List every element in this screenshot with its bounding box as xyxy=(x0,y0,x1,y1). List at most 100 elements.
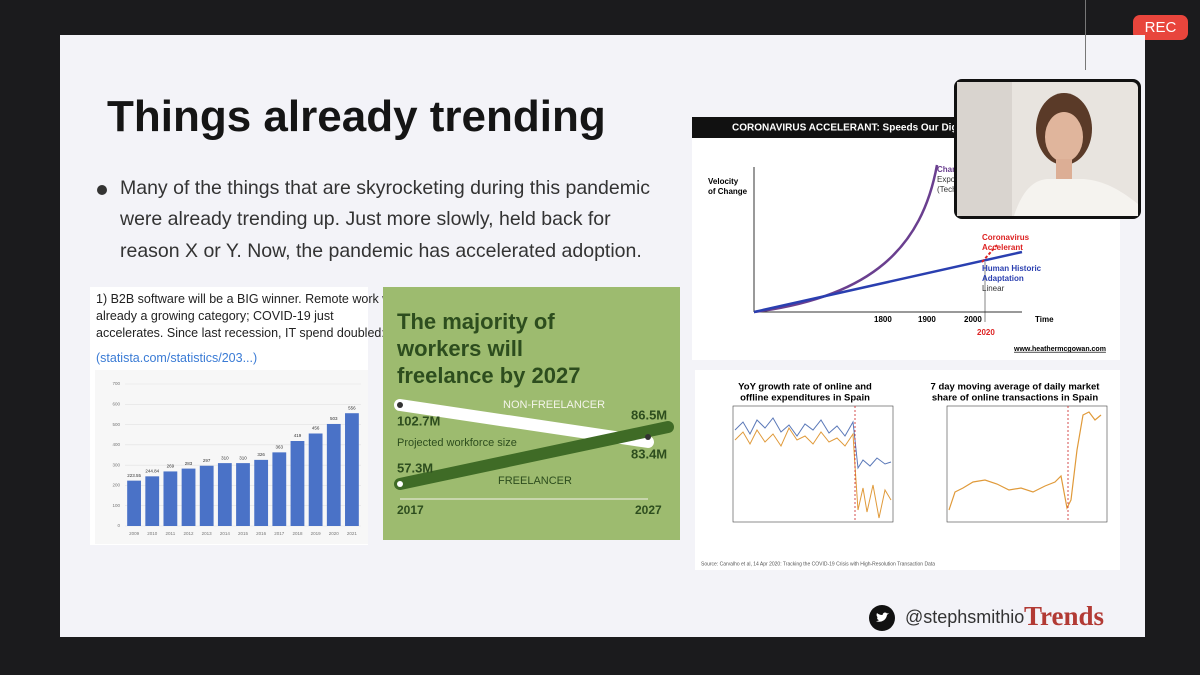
corona-label: Coronavirus xyxy=(982,233,1030,242)
series-label: NON-FREELANCER xyxy=(503,399,605,411)
panel-title: share of online transactions in Spain xyxy=(932,393,1098,404)
y-tick-label: 700 xyxy=(112,381,120,386)
human-label: Human Historic xyxy=(982,264,1042,273)
b2b-text: accelerates. Since last recession, IT sp… xyxy=(96,326,385,340)
x-tick-label: 2009 xyxy=(129,531,140,536)
panel-bg xyxy=(695,370,1120,570)
y-tick-label: 400 xyxy=(112,442,120,447)
x-label: Time xyxy=(1035,315,1054,324)
spain-graphic: YoY growth rate of online and offline ex… xyxy=(695,370,1120,570)
source: Source: Carvalho et al, 14 Apr 2020: Tra… xyxy=(701,561,935,567)
value-label: 503 xyxy=(330,416,338,421)
value-label: 283 xyxy=(185,461,193,466)
freelance-graphic: The majority of workers will freelance b… xyxy=(383,287,680,540)
b2b-text: 1) B2B software will be a BIG winner. Re… xyxy=(96,292,405,306)
y-tick-label: 500 xyxy=(112,422,120,427)
bullet-line: reason X or Y. Now, the pandemic has acc… xyxy=(120,240,642,262)
value-label: 83.4M xyxy=(631,446,667,461)
curve-label: Expo xyxy=(937,175,956,184)
offline-line xyxy=(734,426,892,519)
value-label: 102.7M xyxy=(397,413,440,428)
bar xyxy=(308,433,323,526)
caption: Projected workforce size xyxy=(397,437,517,449)
value-label: 297 xyxy=(203,458,211,463)
value-label: 86.5M xyxy=(631,407,667,422)
x-tick-label: 2016 xyxy=(256,531,267,536)
bar xyxy=(345,413,359,526)
twitter-handle: @stephsmithio xyxy=(905,607,1025,627)
bar xyxy=(145,476,160,526)
human-label: Linear xyxy=(982,284,1005,293)
divider xyxy=(1085,0,1086,70)
x-label: 2017 xyxy=(397,503,424,517)
accelerant-title: CORONAVIRUS ACCELERANT: Speeds Our Digi xyxy=(732,123,961,134)
corona-label: Accelerant xyxy=(982,243,1023,252)
value-label: 456 xyxy=(312,426,320,431)
x-tick-label: 2013 xyxy=(202,531,213,536)
webcam-video xyxy=(954,79,1141,219)
point xyxy=(397,481,403,487)
x-tick-label: 2019 xyxy=(311,531,322,536)
b2b-text: already a growing category; COVID-19 jus… xyxy=(96,309,334,323)
x-label: 2027 xyxy=(635,503,662,517)
y-label: of Change xyxy=(708,187,748,196)
value-label: 556 xyxy=(348,405,356,410)
value-label: 57.3M xyxy=(397,460,433,475)
value-label: 310 xyxy=(239,455,247,460)
bar xyxy=(290,441,305,526)
bullet-line: were already trending up. Just more slow… xyxy=(120,208,611,230)
value-label: 419 xyxy=(294,433,302,438)
bar xyxy=(127,480,141,526)
point xyxy=(397,402,403,408)
curve-label: Chan xyxy=(937,165,957,174)
bar xyxy=(199,465,214,526)
value-label: 326 xyxy=(257,452,265,457)
exponential-curve xyxy=(753,164,939,314)
freelance-title: freelance by 2027 xyxy=(397,363,580,388)
freelance-title: The majority of xyxy=(397,309,555,334)
value-label: 223.55 xyxy=(127,473,141,478)
freelance-title: workers will xyxy=(396,336,523,361)
value-label: 269 xyxy=(167,464,175,469)
bar xyxy=(272,452,287,526)
bar xyxy=(236,463,250,526)
y-tick-label: 600 xyxy=(112,401,120,406)
x-tick-label: 2014 xyxy=(220,531,231,536)
point xyxy=(645,434,651,440)
plot-frame xyxy=(732,405,894,523)
curve-label: (Tech xyxy=(937,185,957,194)
y-label: Velocity xyxy=(708,177,739,186)
slide-title: Things already trending xyxy=(107,92,606,141)
x-tick-label: 2010 xyxy=(147,531,158,536)
bar xyxy=(326,423,341,526)
bar xyxy=(181,468,196,526)
source: www.heathermcgowan.com xyxy=(1013,346,1106,353)
online-line xyxy=(734,417,892,470)
value-label: 363 xyxy=(276,445,284,450)
x-tick: 2020 xyxy=(977,328,995,337)
x-tick-label: 2015 xyxy=(238,531,249,536)
value-label: 310 xyxy=(221,455,229,460)
x-tick-label: 2012 xyxy=(184,531,195,536)
y-tick-label: 300 xyxy=(112,462,120,467)
bullet-dot xyxy=(97,185,107,195)
accelerant-dash xyxy=(981,244,998,263)
twitter-icon xyxy=(869,605,895,631)
share-line xyxy=(948,411,1102,511)
human-label: Adaptation xyxy=(982,274,1024,283)
freelancer-line xyxy=(394,421,674,490)
y-tick-label: 100 xyxy=(112,503,120,508)
panel-title: offline expenditures in Spain xyxy=(740,393,870,404)
b2b-link[interactable]: (statista.com/statistics/203...) xyxy=(96,351,258,365)
y-tick-label: 0 xyxy=(117,523,120,528)
linear-line xyxy=(753,250,1023,314)
x-tick: 2000 xyxy=(964,315,982,324)
bar xyxy=(163,471,178,526)
y-tick-label: 200 xyxy=(112,483,120,488)
bullet-line: Many of the things that are skyrocketing… xyxy=(120,177,651,199)
brand: Trends xyxy=(1024,601,1105,631)
bar xyxy=(254,459,269,526)
x-tick-label: 2020 xyxy=(329,531,340,536)
value-label: 244.84 xyxy=(145,469,159,474)
